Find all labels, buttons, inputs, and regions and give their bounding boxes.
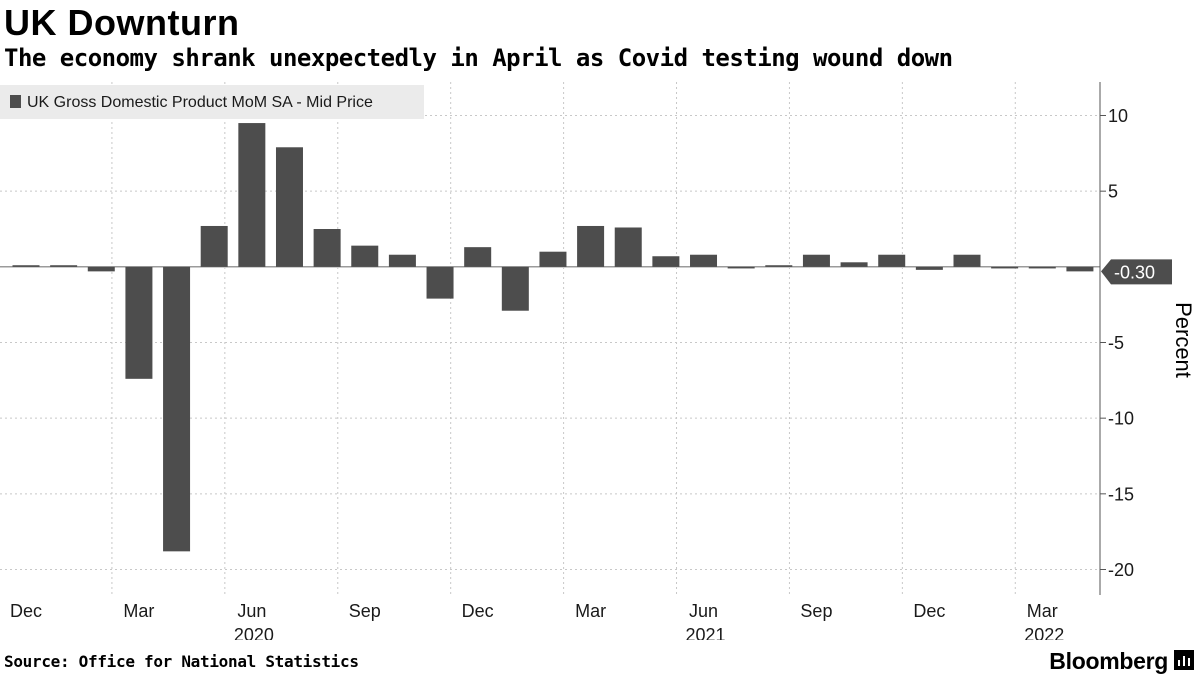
x-tick-label: Dec — [913, 601, 945, 621]
legend-box — [0, 85, 424, 119]
bar — [12, 265, 40, 267]
y-tick-label: 10 — [1108, 106, 1128, 126]
bar — [200, 225, 228, 267]
bar — [1028, 266, 1056, 269]
legend: UK Gross Domestic Product MoM SA - Mid P… — [0, 85, 424, 119]
bloomberg-terminal-icon — [1174, 650, 1194, 670]
bloomberg-logo: Bloomberg — [1049, 648, 1168, 674]
source-note: Source: Office for National Statistics — [4, 652, 359, 671]
x-tick-label: Sep — [349, 601, 381, 621]
bar — [652, 256, 680, 267]
bar — [539, 251, 567, 267]
chart-subtitle: The economy shrank unexpectedly in April… — [4, 44, 953, 72]
x-tick-label: Mar — [1027, 601, 1058, 621]
x-tick-label: Sep — [800, 601, 832, 621]
x-year-label: 2022 — [1024, 625, 1064, 640]
last-value-label: -0.30 — [1114, 262, 1155, 282]
bar — [351, 245, 379, 267]
bar — [275, 147, 303, 267]
x-year-label: 2021 — [685, 625, 725, 640]
legend-label: UK Gross Domestic Product MoM SA - Mid P… — [27, 94, 373, 111]
bar — [802, 254, 830, 267]
x-year-label: 2020 — [234, 625, 274, 640]
x-tick-label: Mar — [575, 601, 606, 621]
bar — [464, 247, 492, 267]
last-value-callout — [1101, 259, 1172, 285]
bar — [991, 266, 1019, 269]
y-tick-label: -20 — [1108, 560, 1134, 580]
chart-title: UK Downturn — [4, 2, 240, 43]
bar — [915, 266, 943, 270]
bar — [577, 225, 605, 267]
x-axis: Dec Mar Jun 2020 Sep Dec Mar Jun 2021 Sep Dec Mar 20… — [10, 601, 1064, 640]
bar-chart: 10 5 -5 -10 -15 -20 -0.30 Dec Mar Jun 2020 Sep Dec M… — [0, 82, 1196, 640]
bar — [163, 266, 191, 552]
x-tick-label: Jun — [237, 601, 266, 621]
bar — [50, 265, 78, 267]
y-axis-label: Percent — [1171, 302, 1196, 378]
bar — [426, 266, 454, 299]
y-axis: 10 5 -5 -10 -15 -20 -0.30 — [1099, 82, 1172, 595]
bar — [953, 254, 981, 267]
y-tick-label: -10 — [1108, 409, 1134, 429]
x-tick-label: Dec — [10, 601, 42, 621]
bar — [388, 254, 416, 267]
bar — [690, 254, 718, 267]
bar — [125, 266, 153, 379]
x-tick-label: Mar — [123, 601, 154, 621]
bar — [1066, 266, 1094, 272]
bar — [878, 254, 906, 267]
legend-swatch — [10, 95, 21, 108]
x-tick-label: Dec — [462, 601, 494, 621]
bars — [12, 123, 1094, 552]
bar — [840, 262, 868, 267]
x-tick-label: Jun — [689, 601, 718, 621]
y-tick-label: -5 — [1108, 333, 1124, 353]
bar — [87, 266, 115, 272]
bar — [765, 265, 793, 267]
bar — [313, 229, 341, 267]
bar — [238, 123, 266, 267]
y-tick-label: 5 — [1108, 182, 1118, 202]
y-tick-label: -15 — [1108, 484, 1134, 504]
bar — [501, 266, 529, 311]
bar — [614, 227, 642, 267]
bar — [727, 266, 755, 269]
